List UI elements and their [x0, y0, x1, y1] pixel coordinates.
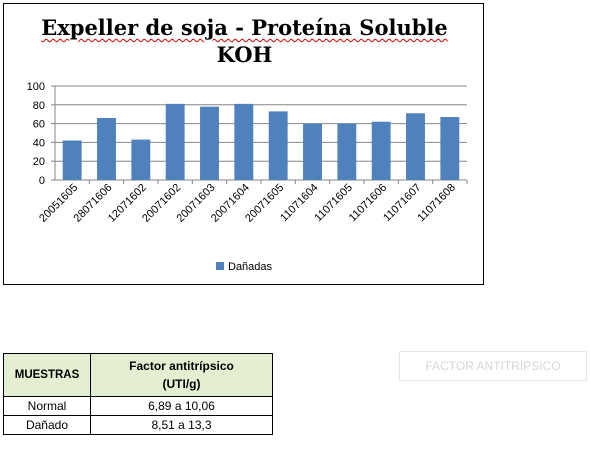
- factor-table: MUESTRAS Factor antitrípsico (UTI/g) Nor…: [3, 353, 273, 435]
- chart-title-line2: KOH: [216, 42, 273, 67]
- bar: [268, 111, 288, 180]
- table-header-row: MUESTRAS Factor antitrípsico (UTI/g): [3, 353, 273, 397]
- y-tick-label: 100: [27, 81, 45, 93]
- bar: [440, 117, 460, 180]
- chart-title-line1: Expeller de soja - Proteína Soluble: [41, 15, 448, 40]
- chart-title: Expeller de soja - Proteína Soluble KOH: [4, 14, 485, 68]
- bar: [371, 121, 391, 180]
- bar: [303, 123, 322, 180]
- y-tick-label: 60: [33, 119, 45, 131]
- table-row: Dañado 8,51 a 13,3: [3, 415, 273, 435]
- bar: [234, 103, 254, 180]
- header-factor: Factor antitrípsico (UTI/g): [90, 353, 273, 397]
- bar: [97, 117, 116, 180]
- bar-chart: 0204060801002005160528071606120716022007…: [27, 81, 468, 273]
- row-value: 8,51 a 13,3: [90, 415, 273, 435]
- legend-label: Dañadas: [228, 261, 273, 273]
- table-row: Normal 6,89 a 10,06: [3, 396, 273, 416]
- y-tick-label: 80: [33, 100, 45, 112]
- y-tick-label: 40: [33, 137, 45, 149]
- bar: [406, 113, 425, 180]
- legend-swatch: [216, 262, 224, 270]
- y-tick-label: 20: [33, 156, 45, 168]
- bar: [62, 140, 82, 180]
- row-label: Normal: [3, 396, 91, 416]
- row-value: 6,89 a 10,06: [90, 396, 273, 416]
- bar: [200, 106, 219, 180]
- chart-frame: Expeller de soja - Proteína Soluble KOH …: [3, 3, 484, 285]
- row-label: Dañado: [3, 415, 91, 435]
- factor-antitripsico-button[interactable]: FACTOR ANTITRÍPSICO: [399, 351, 587, 381]
- header-factor-line1: Factor antitrípsico: [129, 359, 234, 373]
- bar: [337, 123, 357, 180]
- y-tick-label: 0: [39, 175, 45, 187]
- header-muestras: MUESTRAS: [3, 353, 91, 397]
- bar: [131, 139, 151, 180]
- header-factor-line2: (UTI/g): [162, 377, 201, 391]
- bar: [165, 103, 185, 180]
- x-tick-label: 11071608: [415, 182, 458, 225]
